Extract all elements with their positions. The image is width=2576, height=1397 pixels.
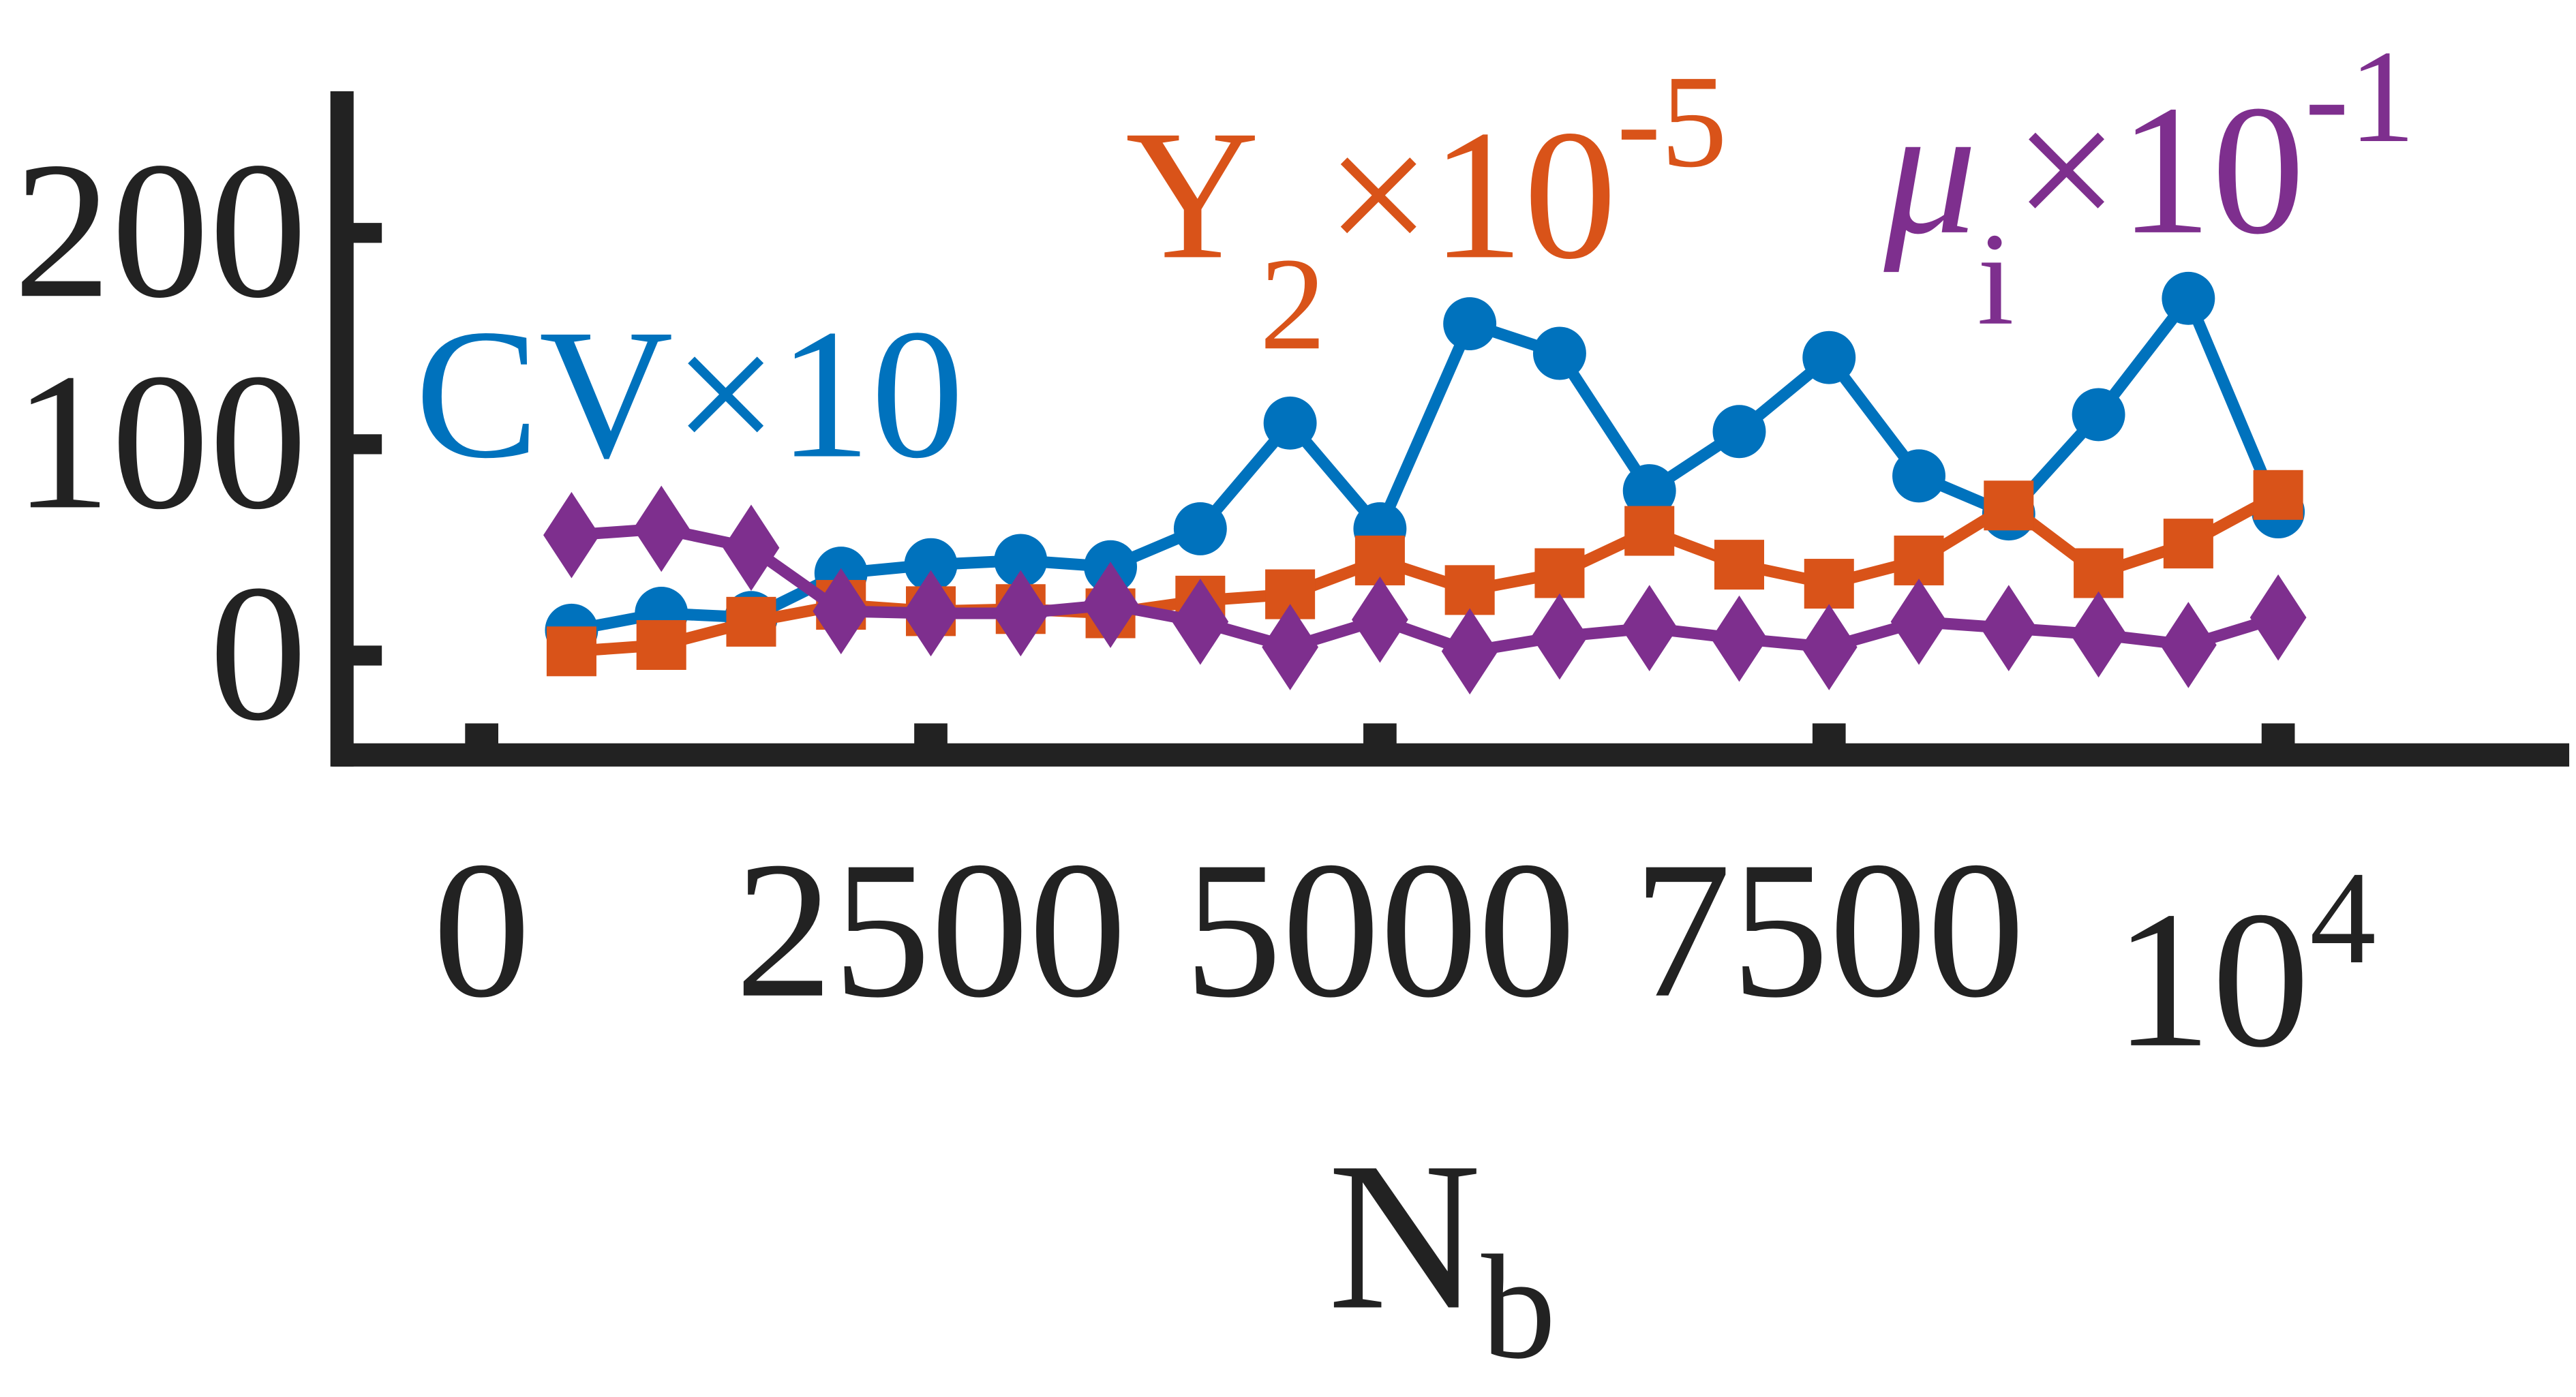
series-label: CV×10 — [415, 291, 964, 497]
marker — [2253, 470, 2303, 520]
marker — [994, 534, 1048, 587]
series-label-exp: -1 — [2305, 23, 2415, 170]
marker — [1082, 562, 1139, 648]
series-label-name: Y — [1125, 91, 1260, 297]
series-label: Y2×10-5 — [1125, 48, 1727, 378]
marker — [903, 570, 959, 657]
series-label-factor: ×10 — [2014, 67, 2305, 273]
series-label-exp: -5 — [1617, 48, 1727, 195]
x-axis-label-base: N — [1328, 1119, 1481, 1354]
marker — [1352, 576, 1408, 663]
series-label-factor: ×10 — [673, 291, 964, 497]
marker — [1263, 396, 1317, 450]
series-label: μi×10-1 — [1881, 23, 2415, 353]
marker — [904, 538, 958, 592]
marker — [2074, 548, 2124, 598]
marker — [726, 596, 776, 647]
x-tick-label: 0 — [433, 822, 531, 1039]
series-label-sub: i — [1977, 206, 2014, 353]
marker — [1712, 405, 1766, 459]
series-label-sub: 2 — [1260, 230, 1326, 378]
marker — [1800, 604, 1858, 690]
x-tick-label-base: 10 — [2114, 872, 2309, 1088]
series-label-factor: ×10 — [1326, 91, 1616, 297]
x-axis-label-sub: b — [1481, 1225, 1556, 1390]
marker — [1441, 608, 1498, 695]
series-label-name: μ — [1881, 67, 1977, 273]
marker — [543, 491, 600, 579]
marker — [546, 626, 596, 677]
y-tick-label: 100 — [14, 333, 307, 550]
marker — [1531, 593, 1588, 680]
marker — [633, 485, 690, 572]
x-tick-label: 2500 — [735, 822, 1127, 1039]
marker — [2163, 519, 2213, 569]
marker — [1711, 595, 1768, 682]
marker — [1624, 506, 1675, 556]
x-tick-label: 5000 — [1184, 822, 1576, 1039]
marker — [1532, 326, 1586, 380]
marker — [1621, 585, 1678, 671]
marker — [1890, 579, 1948, 665]
marker — [1984, 480, 2034, 531]
marker — [2160, 602, 2217, 688]
x-axis-label: Nb — [1328, 1119, 1556, 1390]
marker — [1622, 464, 1676, 518]
marker — [723, 504, 780, 592]
marker — [992, 570, 1049, 657]
marker — [1444, 565, 1495, 615]
marker — [1980, 585, 2037, 671]
marker — [1802, 331, 1856, 384]
marker — [2072, 388, 2125, 442]
x-tick-label: 104 — [2114, 844, 2376, 1088]
marker — [2249, 574, 2307, 661]
series-label-name: CV — [415, 291, 673, 497]
marker — [1443, 297, 1497, 351]
marker — [636, 619, 686, 671]
y-tick-label: 200 — [14, 122, 307, 339]
marker — [1534, 548, 1585, 598]
x-tick-label-exp: 4 — [2309, 844, 2376, 992]
marker — [2070, 591, 2127, 678]
marker — [1892, 449, 1945, 503]
marker — [1262, 604, 1319, 690]
marker — [1804, 559, 1854, 609]
marker — [2162, 271, 2215, 325]
marker — [1894, 535, 1944, 585]
y-tick-label: 0 — [209, 545, 307, 762]
marker — [1714, 540, 1765, 590]
marker — [1173, 502, 1227, 555]
x-tick-label: 7500 — [1633, 822, 2025, 1039]
marker — [1172, 579, 1229, 665]
